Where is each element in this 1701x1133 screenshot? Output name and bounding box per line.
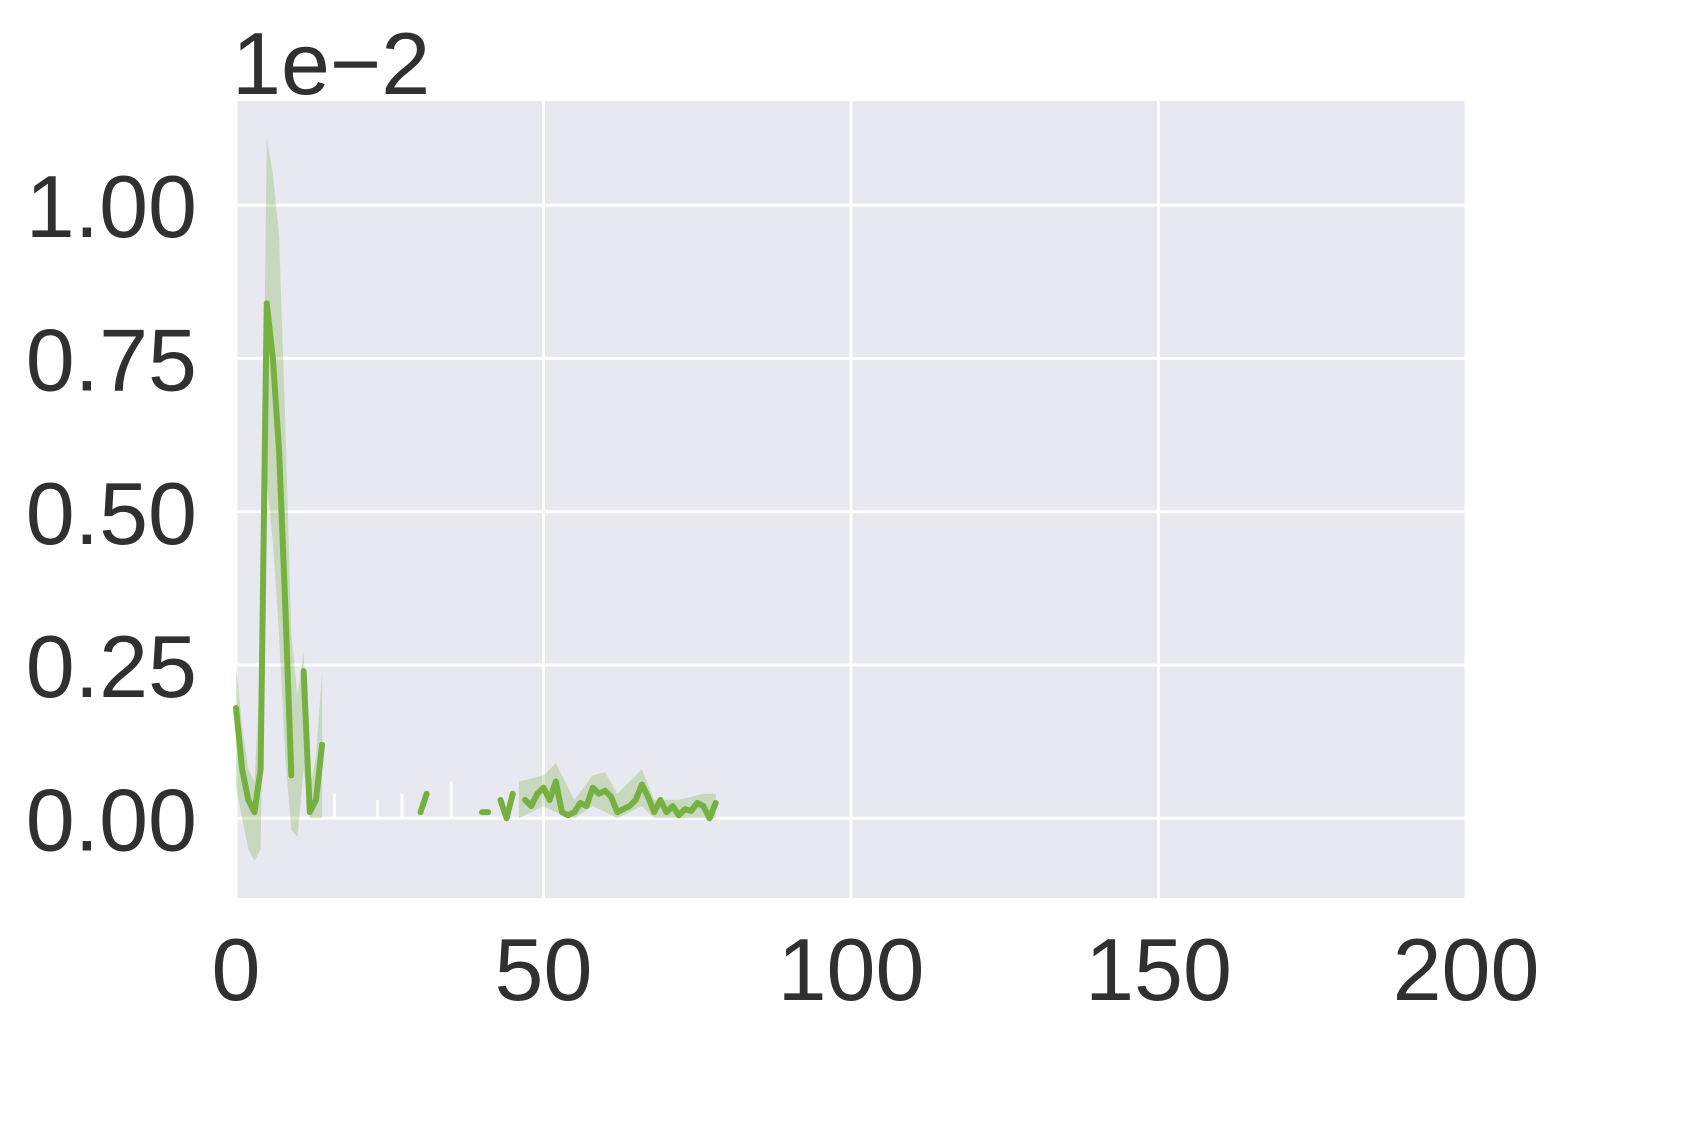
series-line-segment <box>300 668 326 816</box>
x-tick-label: 0 <box>212 920 261 1019</box>
x-tick-label: 200 <box>1393 920 1540 1019</box>
data-series <box>233 300 719 822</box>
series-line-segment <box>522 778 719 822</box>
grid-lines <box>234 101 1468 898</box>
x-tick-label: 100 <box>778 920 925 1019</box>
series-line-segment <box>233 300 295 816</box>
x-tick-labels: 0 50 100 150 200 <box>212 920 1540 1019</box>
y-tick-label: 0.00 <box>26 770 197 869</box>
y-tick-label: 1.00 <box>26 157 197 256</box>
confidence-band-region <box>518 763 716 819</box>
y-tick-label: 0.75 <box>26 310 197 409</box>
faint-ticks <box>332 781 453 819</box>
y-tick-label: 0.50 <box>26 464 197 563</box>
series-line-segment <box>497 790 516 822</box>
y-tick-labels: 0.00 0.25 0.50 0.75 1.00 <box>26 157 197 869</box>
x-tick-label: 150 <box>1085 920 1232 1019</box>
axis-offset-label: 1e−2 <box>232 14 430 113</box>
y-tick-label: 0.25 <box>26 617 197 716</box>
series-line-segment <box>417 790 430 816</box>
x-tick-label: 50 <box>495 920 593 1019</box>
